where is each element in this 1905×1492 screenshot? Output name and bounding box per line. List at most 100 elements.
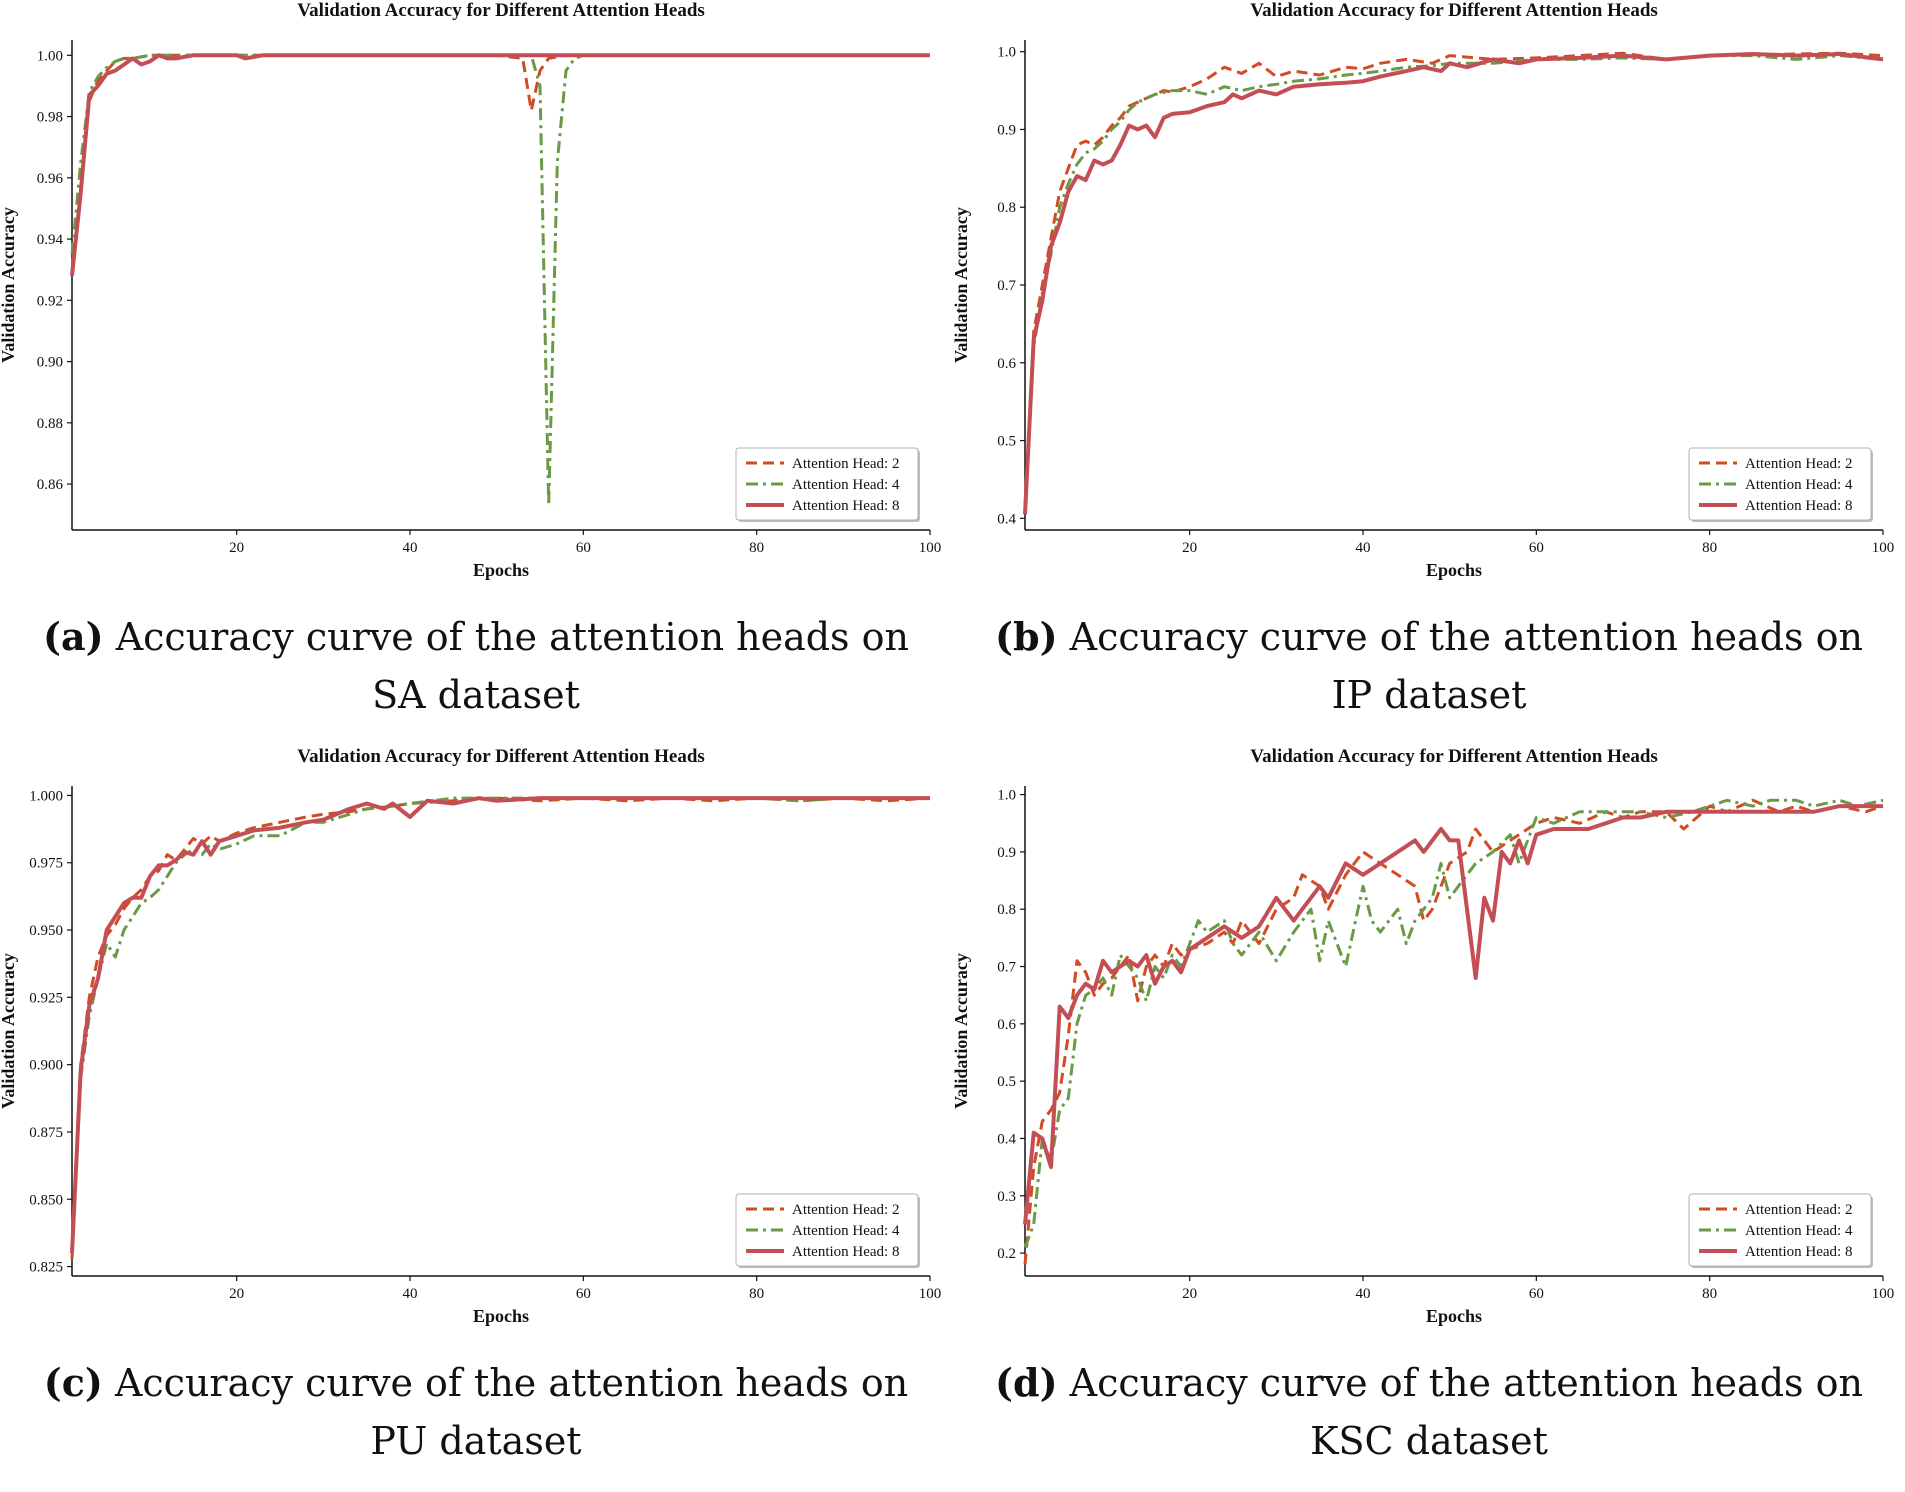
y-tick-label: 0.98 xyxy=(37,110,63,126)
y-tick-label: 1.000 xyxy=(29,788,63,804)
y-tick-label: 0.6 xyxy=(997,356,1016,372)
caption-line1: (a) Accuracy curve of the attention head… xyxy=(0,608,952,666)
x-tick-label: 40 xyxy=(1356,1286,1371,1302)
series-line-head-2 xyxy=(70,796,931,1259)
x-axis-label: Epochs xyxy=(1426,1306,1482,1326)
y-tick-label: 1.0 xyxy=(997,45,1016,61)
x-tick-label: 80 xyxy=(1702,540,1717,556)
legend-label: Attention Head: 4 xyxy=(792,477,900,493)
panel-b: Validation Accuracy for Different Attent… xyxy=(953,0,1905,746)
y-tick-label: 0.875 xyxy=(29,1125,63,1141)
x-tick-label: 60 xyxy=(576,540,591,556)
x-tick-label: 100 xyxy=(1872,1286,1895,1302)
y-tick-label: 0.9 xyxy=(997,122,1016,138)
chart-title: Validation Accuracy for Different Attent… xyxy=(297,746,705,767)
series-line-head-2 xyxy=(1023,51,1884,511)
panel-c: Validation Accuracy for Different Attent… xyxy=(0,746,952,1492)
legend: Attention Head: 2 Attention Head: 4 Attent… xyxy=(735,1193,920,1268)
y-tick-label: 0.86 xyxy=(37,477,64,493)
y-tick-label: 0.850 xyxy=(29,1192,63,1208)
legend-label: Attention Head: 8 xyxy=(1745,1244,1852,1260)
x-tick-label: 20 xyxy=(229,1286,244,1302)
legend-label: Attention Head: 4 xyxy=(1745,1223,1853,1239)
caption-d: (d) Accuracy curve of the attention head… xyxy=(953,1354,1905,1470)
x-tick-label: 40 xyxy=(1356,540,1371,556)
y-axis-label: Validation Accuracy xyxy=(0,953,18,1109)
x-axis-label: Epochs xyxy=(1426,560,1482,580)
x-tick-label: 40 xyxy=(403,540,418,556)
x-tick-label: 20 xyxy=(229,540,244,556)
y-tick-label: 0.825 xyxy=(29,1260,63,1276)
x-tick-label: 80 xyxy=(749,1286,764,1302)
series-line-head-4 xyxy=(1023,54,1884,511)
caption-text: Accuracy curve of the attention heads on xyxy=(1069,1361,1863,1405)
caption-tag: (d) xyxy=(995,1360,1058,1405)
series-line-head-4 xyxy=(1023,798,1884,1248)
chart-title: Validation Accuracy for Different Attent… xyxy=(1250,0,1658,21)
caption-b: (b) Accuracy curve of the attention head… xyxy=(953,608,1905,724)
series-line-head-8 xyxy=(70,796,930,1254)
chart-d: Validation Accuracy for Different Attent… xyxy=(953,746,1895,1326)
chart-a: Validation Accuracy for Different Attent… xyxy=(0,0,941,580)
y-tick-label: 0.9 xyxy=(997,845,1016,861)
y-axis-label: Validation Accuracy xyxy=(953,953,971,1109)
legend: Attention Head: 2 Attention Head: 4 Attent… xyxy=(735,447,920,522)
y-tick-label: 0.92 xyxy=(37,293,63,309)
y-tick-label: 0.88 xyxy=(37,416,63,432)
y-tick-label: 0.975 xyxy=(29,856,63,872)
x-axis-label: Epochs xyxy=(473,1306,529,1326)
legend-box xyxy=(735,447,919,521)
series-line-head-4 xyxy=(70,53,930,507)
chart-b: Validation Accuracy for Different Attent… xyxy=(953,0,1895,580)
panel-d: Validation Accuracy for Different Attent… xyxy=(953,746,1905,1492)
caption-text: Accuracy curve of the attention heads on xyxy=(1069,615,1863,659)
y-tick-label: 0.3 xyxy=(997,1189,1016,1205)
legend-box xyxy=(1688,1193,1872,1267)
caption-line1: (d) Accuracy curve of the attention head… xyxy=(953,1354,1905,1412)
y-tick-label: 0.94 xyxy=(37,232,64,248)
legend-label: Attention Head: 4 xyxy=(1745,477,1853,493)
x-tick-label: 20 xyxy=(1182,540,1197,556)
caption-line2: KSC dataset xyxy=(1310,1419,1548,1463)
y-tick-label: 0.6 xyxy=(997,1017,1016,1033)
series-line-head-2 xyxy=(70,53,930,270)
y-tick-label: 0.4 xyxy=(997,511,1016,527)
caption-tag: (a) xyxy=(43,614,104,659)
chart-title: Validation Accuracy for Different Attent… xyxy=(297,0,705,21)
series-line-head-8 xyxy=(70,53,930,277)
legend-label: Attention Head: 8 xyxy=(792,1244,899,1260)
x-tick-label: 60 xyxy=(576,1286,591,1302)
legend: Attention Head: 2 Attention Head: 4 Attent… xyxy=(1688,1193,1873,1268)
caption-line1: (c) Accuracy curve of the attention head… xyxy=(0,1354,952,1412)
caption-tag: (c) xyxy=(43,1360,103,1405)
y-axis-label: Validation Accuracy xyxy=(953,207,971,363)
caption-line2: SA dataset xyxy=(372,673,580,717)
x-tick-label: 80 xyxy=(1702,1286,1717,1302)
y-tick-label: 0.96 xyxy=(37,171,64,187)
x-tick-label: 60 xyxy=(1529,1286,1544,1302)
panel-a: Validation Accuracy for Different Attent… xyxy=(0,0,952,746)
legend-box xyxy=(735,1193,919,1267)
x-tick-label: 100 xyxy=(919,1286,942,1302)
y-axis-label: Validation Accuracy xyxy=(0,207,18,363)
legend-label: Attention Head: 2 xyxy=(792,456,899,472)
y-tick-label: 0.950 xyxy=(29,923,63,939)
x-tick-label: 100 xyxy=(1872,540,1895,556)
caption-line2: IP dataset xyxy=(1331,673,1527,717)
legend: Attention Head: 2 Attention Head: 4 Attent… xyxy=(1688,447,1873,522)
y-tick-label: 0.7 xyxy=(997,278,1016,294)
y-tick-label: 0.925 xyxy=(29,990,63,1006)
x-axis-label: Epochs xyxy=(473,560,529,580)
caption-line2: PU dataset xyxy=(370,1419,582,1463)
legend-label: Attention Head: 2 xyxy=(792,1202,899,1218)
x-tick-label: 20 xyxy=(1182,1286,1197,1302)
y-tick-label: 0.8 xyxy=(997,200,1016,216)
caption-tag: (b) xyxy=(995,614,1058,659)
series-line-head-8 xyxy=(1023,52,1884,515)
chart-c: Validation Accuracy for Different Attent… xyxy=(0,746,942,1326)
legend-box xyxy=(1688,447,1872,521)
y-tick-label: 0.90 xyxy=(37,355,63,371)
series-line-head-4 xyxy=(70,796,930,1254)
y-tick-label: 1.0 xyxy=(997,788,1016,804)
x-tick-label: 40 xyxy=(403,1286,418,1302)
